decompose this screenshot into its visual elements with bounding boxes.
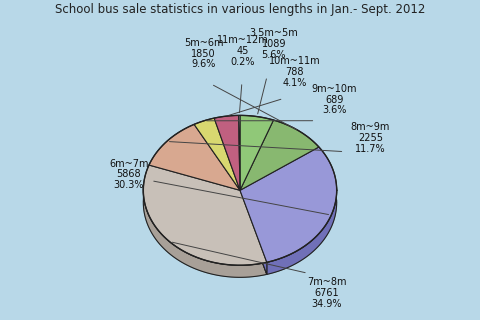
Polygon shape (240, 147, 336, 262)
Text: 10m~11m: 10m~11m (269, 56, 320, 66)
Text: 5m~6m: 5m~6m (184, 38, 224, 48)
Polygon shape (214, 116, 240, 190)
Polygon shape (194, 118, 240, 190)
Text: 3.5m~5m: 3.5m~5m (250, 28, 298, 38)
Polygon shape (239, 116, 240, 190)
Text: 5.6%: 5.6% (262, 50, 286, 60)
Polygon shape (149, 124, 240, 190)
Text: 9.6%: 9.6% (192, 60, 216, 69)
Polygon shape (144, 187, 267, 277)
Text: 11m~12m: 11m~12m (216, 35, 268, 45)
Text: 6m~7m: 6m~7m (109, 159, 148, 169)
Text: 7m~8m: 7m~8m (307, 277, 347, 287)
Text: 6761: 6761 (315, 288, 339, 298)
Text: 1850: 1850 (192, 49, 216, 59)
Text: 788: 788 (285, 67, 304, 77)
Polygon shape (240, 190, 267, 274)
Text: 9m~10m: 9m~10m (312, 84, 357, 94)
Title: School bus sale statistics in various lengths in Jan.- Sept. 2012: School bus sale statistics in various le… (55, 3, 425, 16)
Text: 8m~9m: 8m~9m (351, 122, 390, 132)
Polygon shape (240, 190, 267, 274)
Text: 689: 689 (325, 94, 344, 105)
Polygon shape (144, 165, 267, 265)
Text: 30.3%: 30.3% (114, 180, 144, 190)
Text: 1089: 1089 (262, 39, 286, 49)
Text: 11.7%: 11.7% (355, 144, 386, 154)
Text: 5868: 5868 (117, 169, 141, 180)
Polygon shape (240, 188, 336, 274)
Polygon shape (240, 120, 319, 190)
Text: 2255: 2255 (358, 133, 383, 143)
Polygon shape (240, 116, 274, 190)
Text: 3.6%: 3.6% (322, 105, 347, 116)
Text: 45: 45 (236, 46, 249, 56)
Text: 4.1%: 4.1% (282, 77, 307, 88)
Text: 34.9%: 34.9% (312, 299, 342, 309)
Text: 0.2%: 0.2% (230, 57, 255, 67)
